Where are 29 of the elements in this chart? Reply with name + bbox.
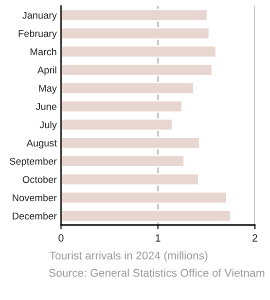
- bar: [61, 136, 200, 150]
- y-tick-label: June: [36, 103, 56, 110]
- x-axis-title: Tourist arrivals in 2024 (millions): [50, 251, 208, 262]
- source-note: Source: General Statistics Office of Vietnam: [49, 268, 264, 277]
- bar: [61, 64, 213, 76]
- bar: [61, 82, 195, 94]
- y-tick-label: May: [39, 84, 57, 94]
- y-tick-label: November: [12, 194, 57, 202]
- y-tick-label: October: [22, 176, 57, 183]
- x-tick-label: 0: [58, 234, 64, 242]
- x-tick-label: 1: [156, 234, 160, 242]
- y-tick-label: April: [37, 66, 56, 76]
- bar: [61, 173, 200, 186]
- bar: [61, 100, 183, 113]
- y-tick-label: July: [40, 121, 57, 130]
- y-tick-label: September: [10, 158, 57, 167]
- bar: [61, 191, 228, 204]
- y-tick-label: January: [22, 12, 57, 21]
- y-tick-label: March: [30, 48, 56, 56]
- bar: [61, 45, 217, 58]
- bar: [61, 210, 232, 222]
- y-tick-label: August: [26, 140, 57, 148]
- x-tick-label: 2: [252, 234, 258, 242]
- bar: [61, 27, 210, 40]
- y-tick-label: December: [12, 212, 57, 220]
- bar: [61, 154, 185, 168]
- y-tick-label: February: [18, 30, 57, 39]
- bar: [61, 8, 208, 22]
- bar: [61, 118, 174, 131]
